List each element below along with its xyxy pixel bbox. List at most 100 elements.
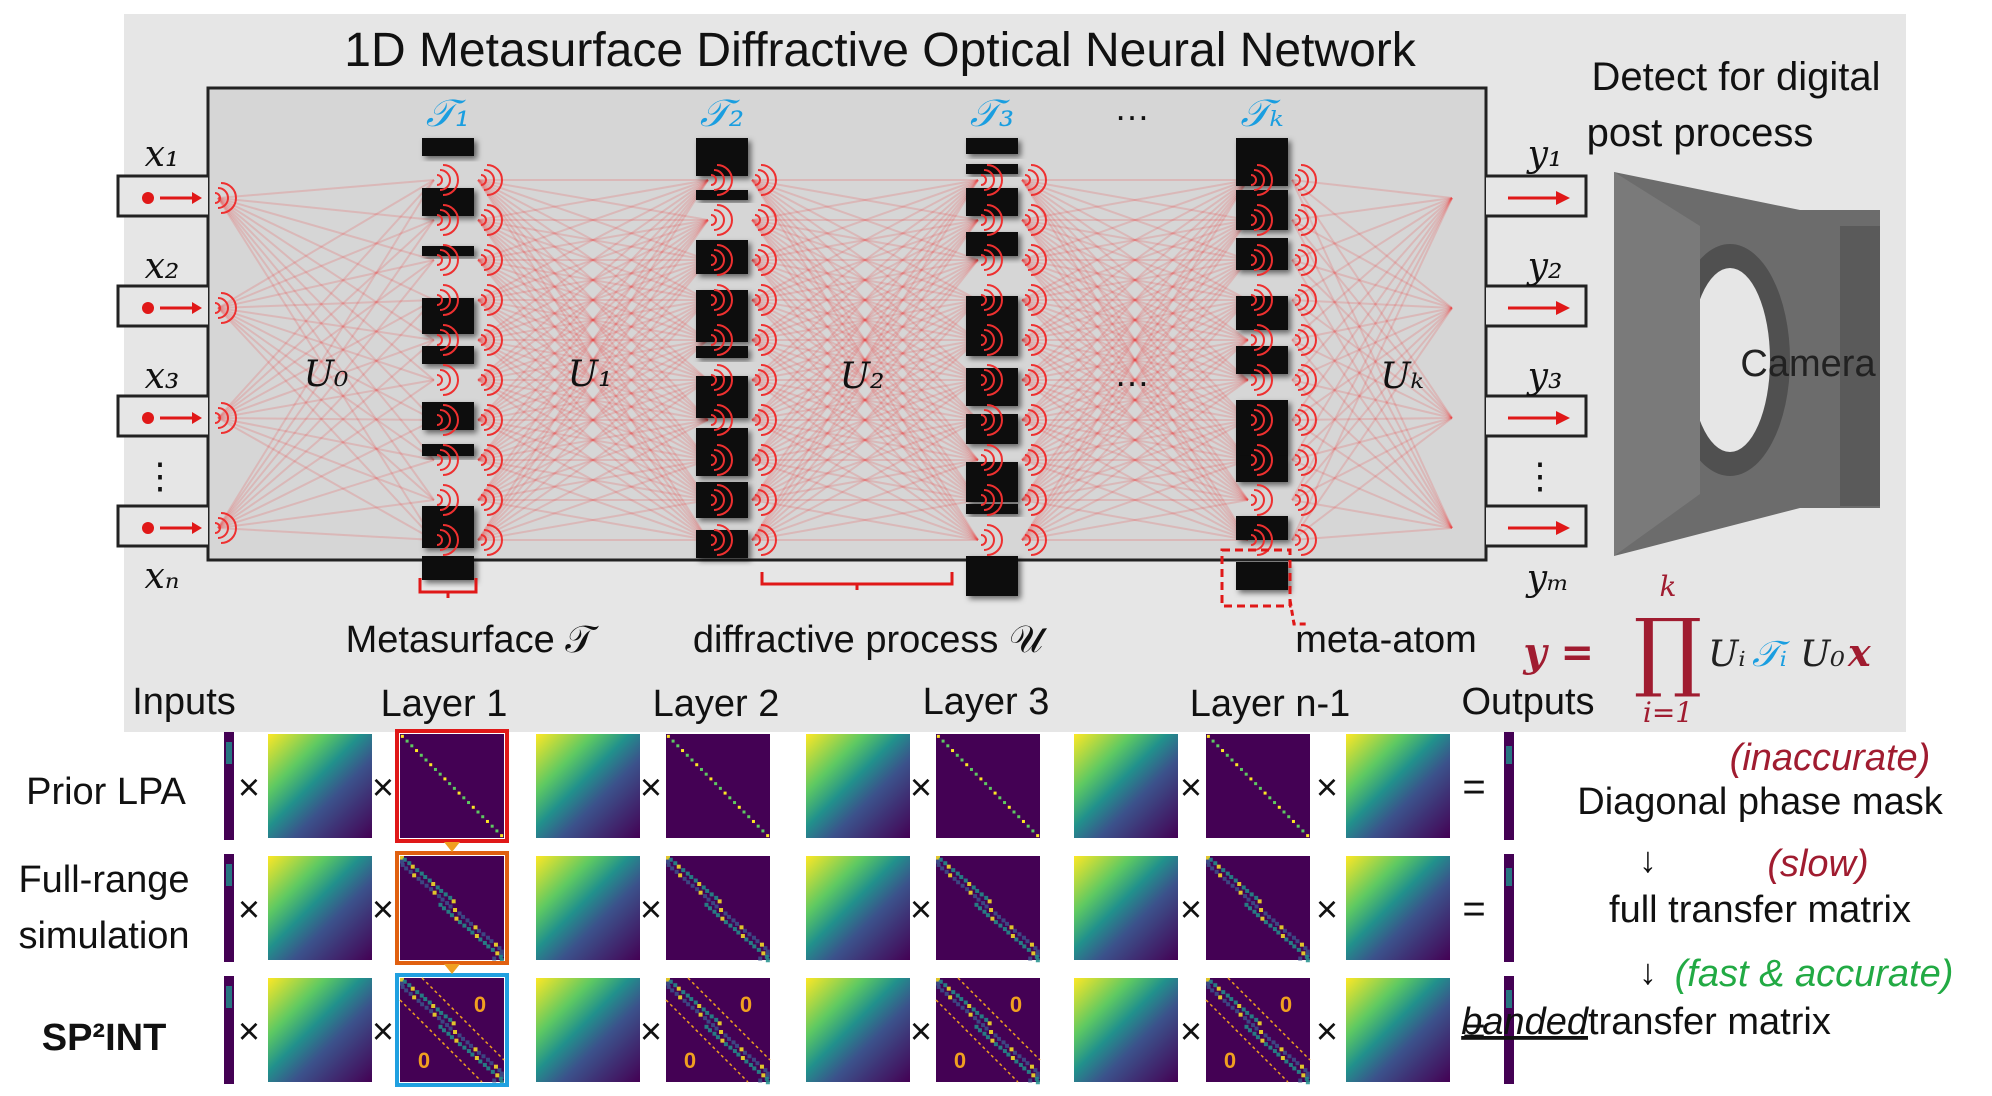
- band-entry: [759, 942, 764, 947]
- band-entry: [707, 906, 712, 911]
- band-entry: [763, 1068, 768, 1073]
- band-entry: [481, 932, 486, 937]
- wave-emitter-icon: [480, 374, 487, 386]
- wave-receiver-icon: [1256, 364, 1273, 396]
- band-entry: [476, 1050, 481, 1055]
- light-ray: [751, 179, 979, 221]
- wave-receiver-icon: [442, 484, 459, 516]
- diagonal-entry: [699, 767, 703, 771]
- band-entries: [1206, 856, 1310, 963]
- wave-emitter-icon: [760, 164, 777, 196]
- light-ray: [1021, 299, 1249, 421]
- diagonal-entry: [704, 772, 708, 776]
- band-entry: [712, 1031, 717, 1036]
- diagonal-entry: [751, 819, 755, 823]
- arrow-2: ↓: [1639, 951, 1657, 992]
- wave-emitter-icon: [483, 529, 495, 551]
- band-entry: [959, 875, 964, 880]
- wave-receiver-icon: [980, 454, 987, 466]
- input-arrowhead: [192, 522, 202, 534]
- output-label-y3: y₃: [1526, 356, 1563, 397]
- meta-atom-pointer: [1288, 599, 1308, 626]
- band-entry: [1218, 873, 1223, 878]
- wave-receiver-icon: [986, 444, 1003, 476]
- band-entry: [490, 1069, 495, 1074]
- band-entry: [1249, 1014, 1254, 1019]
- band-entry: [977, 1028, 982, 1033]
- light-ray: [751, 299, 979, 501]
- band-entry: [457, 920, 462, 925]
- times-operator: ×: [238, 889, 260, 931]
- band-entry: [744, 937, 749, 942]
- light-ray: [751, 299, 979, 421]
- band-entry: [701, 885, 706, 890]
- band-entry: [751, 1057, 756, 1062]
- band-entry: [974, 1024, 979, 1029]
- diagonal-entry: [1282, 810, 1286, 814]
- light-ray: [1021, 259, 1249, 501]
- light-ray: [1021, 339, 1249, 501]
- diagonal-entry: [766, 834, 770, 838]
- light-ray: [1021, 419, 1249, 541]
- band-entry: [451, 899, 456, 904]
- light-ray: [477, 339, 709, 541]
- light-ray: [1021, 299, 1249, 341]
- light-ray: [477, 259, 709, 381]
- wave-receiver-icon: [983, 489, 995, 511]
- band-entry: [936, 978, 940, 982]
- light-ray: [477, 339, 709, 421]
- band-entry: [765, 1071, 770, 1076]
- band-entry: [423, 875, 428, 880]
- band-entry: [1218, 995, 1223, 1000]
- wave-receiver-icon: [710, 334, 717, 346]
- light-ray: [477, 259, 709, 301]
- meta-atom-block: [696, 428, 748, 476]
- light-ray: [217, 417, 435, 421]
- diagonal-entry: [1263, 791, 1267, 795]
- band-entry: [1247, 906, 1252, 911]
- wave-emitter-icon: [1030, 324, 1047, 356]
- light-ray: [217, 307, 435, 421]
- light-ray: [1021, 219, 1249, 421]
- band-entry: [1213, 861, 1218, 866]
- output-port: [1486, 394, 1588, 438]
- light-ray: [751, 259, 979, 341]
- light-ray: [751, 259, 979, 541]
- diagonal-entry: [1017, 815, 1021, 819]
- wave-receiver-icon: [1253, 529, 1265, 551]
- light-ray: [477, 499, 709, 541]
- band-entry: [427, 1000, 432, 1005]
- wave-receiver-icon: [980, 254, 987, 266]
- light-ray: [477, 259, 709, 541]
- light-ray: [751, 179, 979, 541]
- wave-emitter-icon: [220, 292, 237, 324]
- desc-diagonal-phase-mask: Diagonal phase mask: [1577, 781, 1943, 823]
- band-entry: [457, 1033, 462, 1038]
- wave-emitter-icon: [757, 289, 769, 311]
- light-ray: [217, 307, 435, 461]
- band-entry: [1216, 986, 1221, 991]
- band-entry: [1271, 1040, 1276, 1045]
- band-entry: [1012, 1050, 1017, 1055]
- wave-emitter-icon: [1300, 404, 1317, 436]
- band-entry: [499, 949, 504, 954]
- light-ray: [1291, 259, 1453, 529]
- light-ray: [1291, 379, 1453, 529]
- light-ray: [477, 499, 709, 541]
- wave-emitter-icon: [1030, 284, 1047, 316]
- light-ray: [217, 379, 435, 419]
- times-operator: ×: [238, 1011, 260, 1053]
- wave-emitter-icon: [1027, 209, 1039, 231]
- wave-receiver-icon: [713, 249, 725, 271]
- band-boundary: [665, 999, 749, 1083]
- band-entry: [685, 993, 690, 998]
- wave-emitter-icon: [483, 369, 495, 391]
- light-ray: [751, 259, 979, 341]
- diagonal-entry: [756, 824, 760, 828]
- band-entry: [1276, 930, 1281, 935]
- layer-symbol-t3: 𝒯₃: [970, 91, 1014, 135]
- light-ray: [1021, 219, 1249, 461]
- light-ray: [751, 219, 979, 341]
- meta-atom-block: [422, 298, 474, 334]
- light-ray: [1021, 259, 1249, 421]
